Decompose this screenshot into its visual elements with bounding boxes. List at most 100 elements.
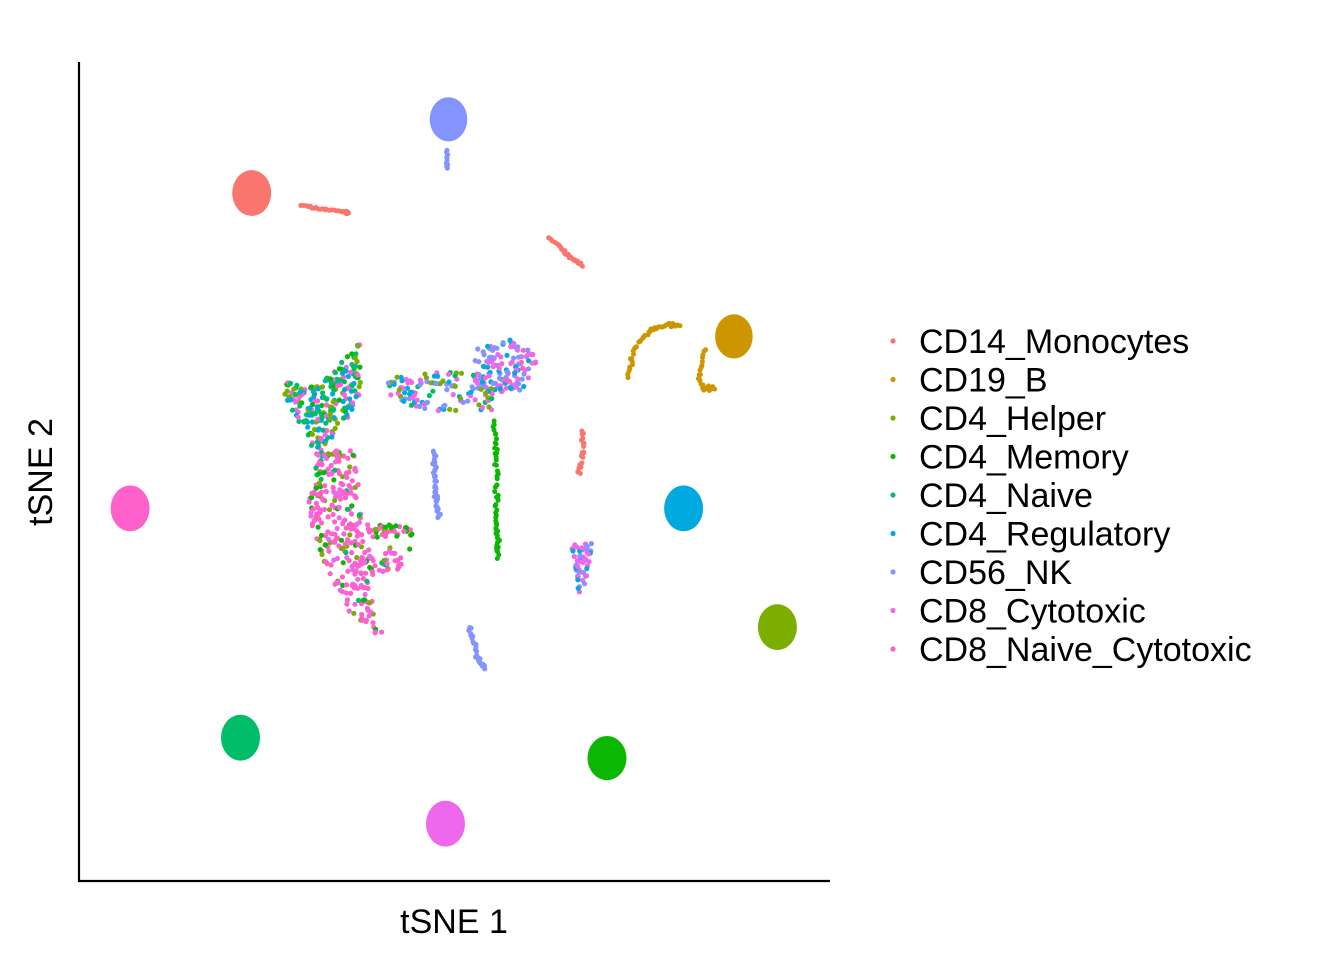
point-cd4-regulatory	[404, 385, 411, 391]
point-cd4-helper	[381, 557, 387, 563]
legend-item-cd4-regulatory: CD4_Regulatory	[890, 516, 1170, 554]
point-cd8-naive-cytotoxic	[379, 629, 385, 635]
point-cd4-memory	[316, 471, 322, 477]
point-cd4-helper	[319, 551, 325, 558]
point-cd8-cytotoxic	[575, 563, 581, 570]
point-cd8-cytotoxic	[503, 385, 509, 391]
point-cd4-helper	[458, 396, 464, 402]
point-cd8-naive-cytotoxic	[344, 601, 350, 607]
legend-item-cd8-naive-cytotoxic: CD8_Naive_Cytotoxic	[890, 631, 1252, 669]
point-cd8-cytotoxic	[388, 392, 394, 398]
point-cd8-naive-cytotoxic	[489, 391, 495, 397]
point-cd4-helper	[347, 532, 353, 538]
point-cd19-b	[712, 386, 718, 392]
y-axis-title: tSNE 2	[22, 418, 60, 526]
point-cd8-naive-cytotoxic	[391, 528, 398, 535]
point-cd8-naive-cytotoxic	[318, 489, 324, 495]
point-cd56-nk	[588, 541, 595, 547]
point-cd4-helper	[447, 406, 453, 412]
cluster-cd4-memory	[587, 736, 627, 781]
point-cd8-naive-cytotoxic	[355, 482, 361, 488]
point-cd8-naive-cytotoxic	[323, 559, 329, 565]
point-cd8-naive-cytotoxic	[355, 542, 361, 548]
point-cd56-nk	[424, 379, 430, 385]
point-cd8-naive-cytotoxic	[395, 566, 401, 572]
point-cd4-memory	[493, 457, 499, 463]
point-cd4-memory	[349, 503, 355, 509]
point-cd4-naive	[313, 465, 319, 471]
point-cd56-nk	[500, 340, 506, 346]
point-cd8-naive-cytotoxic	[348, 369, 354, 375]
point-cd4-naive	[332, 467, 338, 473]
point-cd4-helper	[372, 526, 378, 532]
point-cd4-regulatory	[315, 386, 321, 392]
point-cd4-helper	[396, 387, 402, 393]
point-cd8-naive-cytotoxic	[351, 526, 357, 532]
point-cd56-nk	[494, 345, 500, 351]
point-cd8-cytotoxic	[450, 392, 456, 398]
legend-label-cd4-regulatory: CD4_Regulatory	[919, 516, 1170, 554]
legend-marker-cd8-cytotoxic	[890, 607, 896, 614]
point-cd4-naive	[353, 351, 359, 357]
legend-marker-cd4-naive	[890, 492, 896, 498]
cluster-cd19-b	[715, 314, 753, 359]
legend-label-cd4-memory: CD4_Memory	[919, 439, 1129, 477]
x-axis-title: tSNE 1	[400, 903, 508, 941]
point-cd8-naive-cytotoxic	[365, 585, 371, 592]
point-cd4-regulatory	[339, 370, 346, 376]
point-cd8-naive-cytotoxic	[343, 590, 350, 596]
point-cd4-regulatory	[340, 398, 346, 405]
point-cd8-cytotoxic	[525, 375, 532, 381]
point-cd4-regulatory	[399, 378, 405, 384]
point-cd8-naive-cytotoxic	[384, 567, 390, 573]
point-cd8-naive-cytotoxic	[322, 483, 328, 489]
point-cd4-naive	[320, 390, 326, 396]
point-cd56-nk	[474, 648, 479, 654]
point-cd8-cytotoxic	[492, 362, 498, 368]
point-cd4-regulatory	[344, 412, 350, 418]
point-cd4-helper	[355, 343, 361, 349]
point-cd4-helper	[319, 384, 326, 390]
point-cd4-memory	[336, 397, 342, 403]
point-cd4-naive	[344, 506, 350, 512]
point-cd8-naive-cytotoxic	[332, 519, 338, 525]
point-cd56-nk	[444, 165, 450, 171]
point-cd8-cytotoxic	[472, 378, 479, 384]
point-cd8-cytotoxic	[411, 392, 417, 398]
point-cd8-naive-cytotoxic	[336, 543, 342, 549]
point-cd4-memory	[494, 450, 500, 456]
point-cd8-naive-cytotoxic	[334, 448, 340, 454]
point-cd19-b	[677, 323, 683, 329]
point-cd8-cytotoxic	[332, 490, 338, 496]
point-cd4-memory	[336, 366, 342, 372]
point-cd8-naive-cytotoxic	[336, 458, 342, 464]
point-cd4-regulatory	[307, 405, 313, 411]
point-cd4-memory	[331, 477, 337, 483]
point-cd8-naive-cytotoxic	[358, 571, 364, 577]
point-cd8-naive-cytotoxic	[398, 555, 404, 561]
point-cd4-helper	[478, 386, 484, 392]
point-cd8-cytotoxic	[435, 408, 441, 414]
point-cd4-helper	[284, 388, 290, 394]
point-cd56-nk	[487, 354, 493, 361]
point-cd8-naive-cytotoxic	[315, 492, 321, 498]
point-cd4-memory	[317, 547, 323, 553]
point-cd4-helper	[317, 537, 323, 544]
point-cd56-nk	[490, 347, 496, 353]
point-cd56-nk	[481, 664, 487, 670]
point-cd4-memory	[310, 401, 316, 408]
cluster-cd4-regulatory	[664, 485, 704, 532]
point-cd8-cytotoxic	[336, 515, 342, 521]
point-cd8-cytotoxic	[376, 567, 382, 573]
point-cd56-nk	[510, 355, 517, 361]
point-cd4-helper	[394, 374, 400, 380]
point-cd56-nk	[469, 384, 475, 390]
point-cd4-helper	[316, 480, 322, 486]
point-cd8-cytotoxic	[386, 548, 392, 554]
point-cd14-monocytes	[577, 471, 583, 476]
point-cd8-naive-cytotoxic	[352, 571, 358, 577]
point-cd4-naive	[489, 396, 495, 402]
point-cd8-naive-cytotoxic	[520, 347, 526, 353]
point-cd4-naive	[331, 387, 337, 393]
point-cd4-naive	[328, 380, 334, 386]
